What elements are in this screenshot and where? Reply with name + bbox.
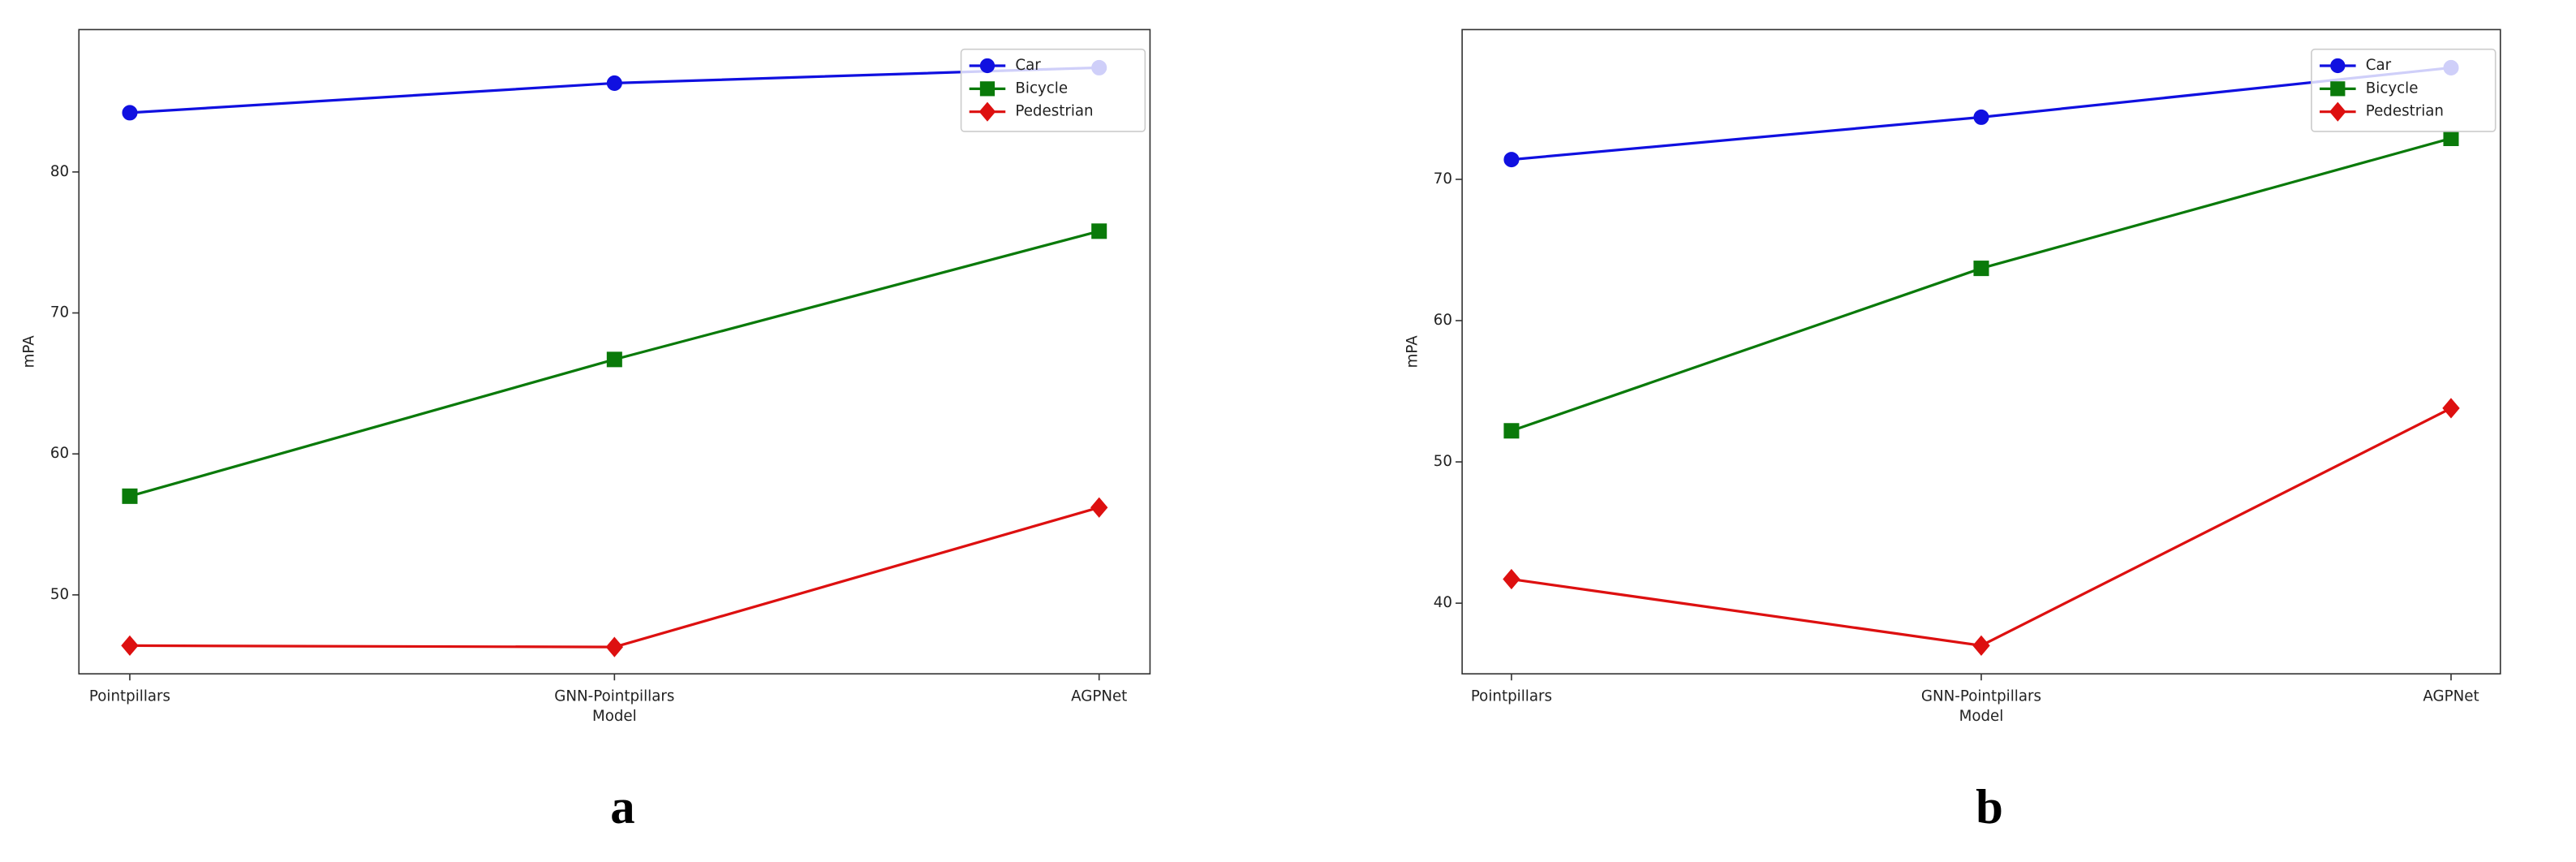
legend-label: Bicycle [2366, 80, 2419, 97]
x-axis-label: Model [1959, 708, 2004, 725]
y-tick-label: 70 [50, 304, 69, 321]
data-point [1973, 109, 1989, 125]
y-tick-label: 50 [1434, 453, 1452, 470]
data-point [605, 636, 624, 657]
data-point [122, 105, 138, 121]
data-point [1090, 497, 1108, 518]
data-point [1972, 635, 1990, 656]
legend-box [2311, 48, 2496, 132]
y-axis-label: mPA [1404, 335, 1421, 369]
x-tick-label: GNN-Pointpillars [554, 688, 674, 705]
x-tick-label: GNN-Pointpillars [1921, 688, 2041, 705]
legend-marker [979, 81, 996, 97]
data-point [606, 75, 622, 91]
data-point [2442, 398, 2460, 419]
y-tick-label: 40 [1434, 594, 1452, 611]
y-tick-label: 60 [1434, 312, 1452, 329]
legend-label: Car [2366, 57, 2392, 74]
x-tick-label: AGPNet [2423, 688, 2479, 705]
legend-label: Pedestrian [2366, 103, 2444, 120]
data-point [1503, 152, 1520, 168]
x-tick-label: AGPNet [1071, 688, 1127, 705]
x-axis-label: Model [592, 708, 637, 725]
data-point [2443, 130, 2459, 146]
legend-marker [2329, 101, 2346, 122]
data-point [1503, 568, 1520, 590]
y-axis-label: mPA [21, 335, 38, 369]
data-point [121, 635, 139, 657]
series-line [129, 506, 1100, 649]
data-point [1973, 261, 1989, 277]
data-point [606, 351, 622, 368]
legend-label: Bicycle [1015, 80, 1068, 97]
y-tick-label: 80 [50, 163, 69, 180]
legend-marker [978, 101, 996, 122]
legend-box [960, 48, 1146, 132]
y-tick-label: 60 [50, 445, 69, 462]
y-tick-label: 70 [1434, 170, 1452, 187]
data-point [122, 488, 138, 504]
series-line [1511, 136, 2452, 433]
legend-marker [2330, 58, 2346, 74]
x-tick-label: Pointpillars [89, 688, 170, 705]
legend-label: Car [1015, 57, 1041, 74]
series-line [1511, 407, 2452, 648]
panel-caption: b [1976, 780, 2003, 834]
legend-label: Pedestrian [1015, 103, 1093, 120]
legend-marker [979, 58, 996, 74]
panel-caption: a [610, 780, 634, 834]
legend-marker [2330, 81, 2346, 97]
y-tick-label: 50 [50, 586, 69, 603]
data-point [1503, 423, 1520, 439]
data-point [1091, 223, 1107, 239]
x-tick-label: Pointpillars [1471, 688, 1552, 705]
